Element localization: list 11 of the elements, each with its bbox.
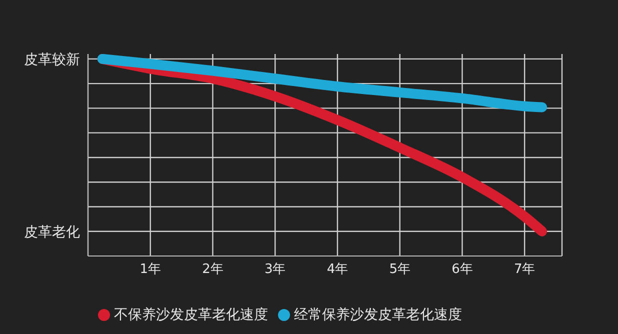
legend-label: 经常保养沙发皮革老化速度 [294, 307, 462, 323]
x-tick-label: 2年 [202, 262, 224, 278]
text: 皮革较新 [24, 52, 80, 68]
legend-label: 不保养沙发皮革老化速度 [114, 307, 268, 323]
x-tick-label: 3年 [264, 262, 286, 278]
text: 皮革老化 [24, 224, 80, 240]
x-tick-label: 6年 [452, 262, 473, 278]
x-tick-label: 7年 [514, 262, 536, 278]
x-tick-label: 4年 [326, 262, 348, 278]
x-tick-label: 5年 [389, 262, 410, 278]
x-tick-label: 1年 [140, 262, 162, 278]
